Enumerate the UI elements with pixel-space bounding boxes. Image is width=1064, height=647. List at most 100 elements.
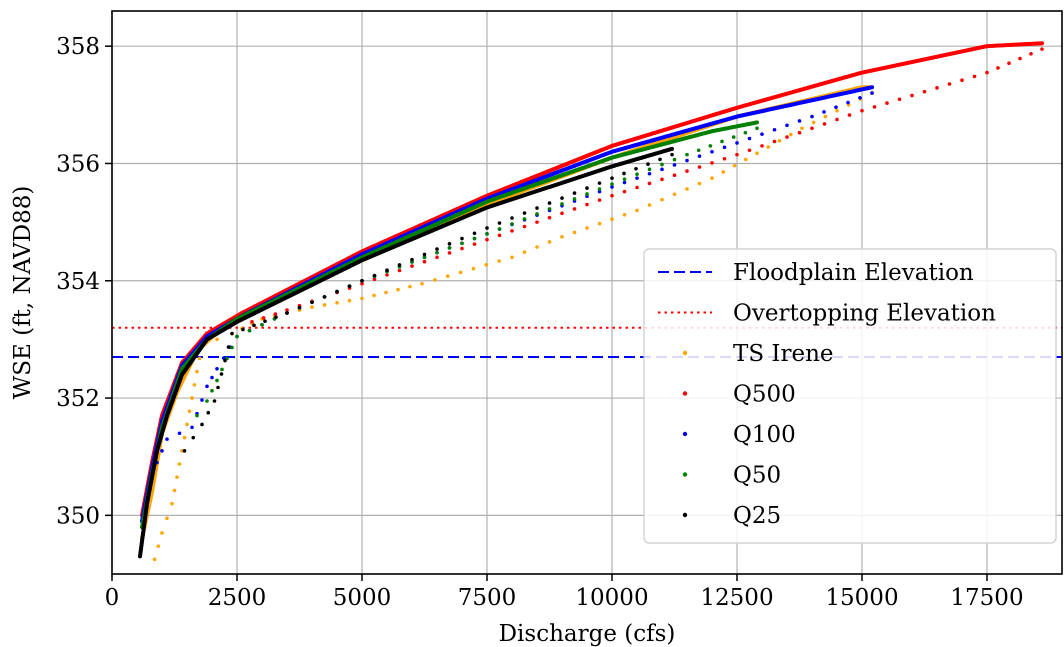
- data-point: [721, 170, 726, 174]
- data-point: [635, 208, 639, 213]
- legend-label: Q100: [733, 422, 796, 448]
- data-point: [263, 319, 267, 324]
- data-point: [384, 290, 388, 295]
- data-point: [860, 108, 864, 113]
- legend-label: Q25: [733, 503, 781, 529]
- data-point: [747, 136, 752, 141]
- data-point: [447, 246, 452, 250]
- data-point: [460, 236, 464, 241]
- data-point: [597, 187, 602, 191]
- data-point: [180, 449, 184, 453]
- data-point: [597, 198, 602, 202]
- data-point: [435, 247, 439, 251]
- data-point: [215, 378, 219, 383]
- x-axis-label: Discharge (cfs): [499, 621, 676, 647]
- data-point: [460, 246, 464, 251]
- legend-dot-marker: [682, 512, 688, 518]
- data-point: [597, 221, 602, 226]
- data-point: [646, 162, 650, 166]
- data-point: [422, 252, 427, 257]
- data-point: [160, 531, 164, 535]
- data-point: [710, 149, 714, 154]
- data-point: [182, 449, 187, 453]
- data-point: [610, 185, 614, 189]
- data-point: [710, 176, 714, 180]
- data-point: [433, 278, 437, 282]
- data-point: [165, 437, 169, 441]
- data-point: [797, 119, 802, 123]
- data-point: [410, 257, 414, 262]
- data-point: [622, 171, 626, 176]
- data-point: [297, 305, 302, 310]
- data-point: [732, 163, 737, 168]
- data-point: [772, 139, 777, 144]
- data-point: [622, 180, 627, 185]
- data-point: [522, 224, 527, 229]
- data-point: [230, 331, 234, 336]
- data-point: [220, 367, 224, 372]
- data-point: [210, 388, 214, 393]
- data-point: [996, 66, 1000, 70]
- data-point: [230, 345, 234, 350]
- data-point: [910, 93, 914, 98]
- data-point: [192, 383, 197, 387]
- data-point: [190, 396, 194, 400]
- data-point: [212, 399, 217, 403]
- data-point: [273, 312, 278, 316]
- data-point: [152, 557, 157, 562]
- data-point: [250, 320, 254, 324]
- data-point: [397, 268, 402, 273]
- data-point: [922, 89, 927, 94]
- data-point: [206, 410, 211, 415]
- data-point: [547, 215, 552, 220]
- data-point: [252, 323, 256, 328]
- data-point: [697, 165, 702, 169]
- data-point: [445, 274, 450, 278]
- data-point: [497, 221, 502, 225]
- data-point: [195, 369, 199, 374]
- data-point: [635, 185, 639, 190]
- x-tick-label: 7500: [458, 585, 517, 611]
- y-tick-label: 356: [56, 151, 100, 177]
- y-axis-ticks: 350 352 354 356 358: [56, 34, 112, 529]
- data-point: [360, 281, 364, 286]
- legend-label: Q500: [733, 382, 796, 408]
- data-point: [205, 384, 209, 389]
- legend-label: Q50: [733, 463, 781, 489]
- data-point: [260, 322, 264, 327]
- y-axis-label: WSE (ft, NAVD88): [10, 186, 36, 400]
- legend-box: [643, 248, 1057, 544]
- data-point: [647, 203, 652, 207]
- data-point: [372, 273, 377, 278]
- x-tick-label: 15000: [825, 585, 898, 611]
- data-point: [660, 197, 664, 202]
- data-point: [585, 226, 589, 230]
- data-point: [710, 161, 714, 165]
- data-point: [216, 385, 220, 390]
- data-point: [310, 300, 314, 305]
- data-point: [960, 78, 964, 83]
- data-point: [635, 172, 639, 177]
- data-point: [285, 308, 289, 312]
- data-point: [335, 300, 339, 305]
- data-point: [610, 193, 614, 198]
- data-point: [731, 135, 736, 139]
- data-point: [897, 97, 902, 102]
- data-point: [872, 105, 877, 109]
- data-point: [156, 544, 161, 548]
- data-point: [182, 435, 187, 440]
- data-point: [535, 245, 539, 249]
- data-point: [522, 211, 527, 215]
- data-point: [205, 399, 209, 403]
- data-point: [785, 135, 789, 139]
- data-point: [215, 337, 219, 342]
- data-point: [785, 123, 789, 128]
- data-point: [485, 232, 489, 236]
- legend-dot-marker: [682, 431, 688, 437]
- data-point: [870, 85, 874, 90]
- data-point: [647, 181, 652, 186]
- data-point: [747, 148, 752, 153]
- data-point: [670, 152, 674, 157]
- data-point: [660, 167, 664, 172]
